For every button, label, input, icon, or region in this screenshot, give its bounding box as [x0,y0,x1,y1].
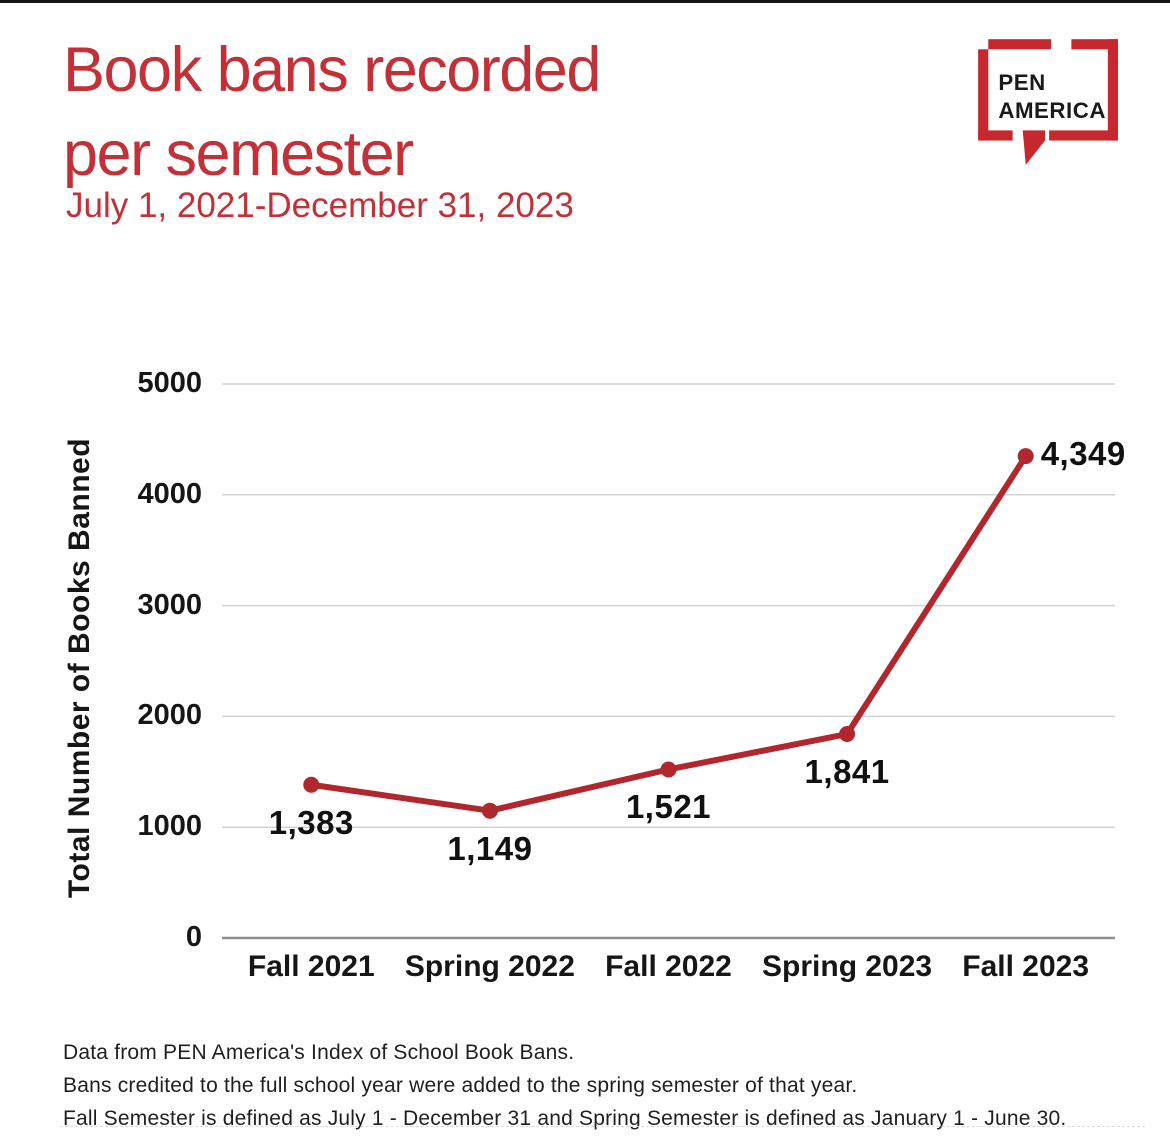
y-tick-label: 4000 [137,477,202,510]
bottom-rule [60,1126,1145,1127]
data-point-spring-2022 [481,802,498,819]
footnote-line-1: Data from PEN America's Index of School … [63,1041,575,1064]
y-tick-label: 0 [185,921,202,953]
x-axis-label: Fall 2022 [605,950,732,983]
logo-text-pen: PEN [998,70,1045,95]
data-value-label: 1,149 [447,829,533,867]
footnote-line-2: Bans credited to the full school year we… [63,1074,858,1097]
logo-text-america: AMERICA [998,98,1106,123]
footnote-line-3: Fall Semester is defined as July 1 - Dec… [63,1107,1067,1130]
speech-bubble-icon [978,39,1118,165]
y-tick-label: 5000 [137,367,202,399]
x-axis-label: Spring 2022 [404,950,575,983]
data-point-fall-2022 [660,761,677,778]
y-tick-label: 1000 [137,810,202,843]
x-axis-label: Fall 2023 [962,950,1090,983]
pen-america-logo: PEN AMERICA [978,39,1118,165]
top-border [0,0,1170,3]
y-tick-label: 2000 [137,699,202,732]
data-value-label: 1,841 [804,753,890,791]
data-value-label: 1,521 [625,788,712,826]
data-value-label: 1,383 [268,803,354,841]
data-point-fall-2023 [1017,448,1034,465]
x-axis-label: Fall 2021 [247,950,375,983]
chart-title-line2: per semester [63,119,414,189]
chart-title-line1: Book bans recorded [63,35,601,105]
footnotes: Data from PEN America's Index of School … [63,1036,1066,1135]
chart-title: Book bans recorded per semester [63,28,601,196]
x-axis-label: Spring 2023 [762,950,933,983]
y-tick-label: 3000 [137,588,202,621]
chart-subtitle: July 1, 2021-December 31, 2023 [66,186,574,225]
data-point-spring-2023 [839,726,856,743]
data-point-fall-2021 [303,776,320,793]
data-value-label: 4,349 [1040,435,1126,473]
